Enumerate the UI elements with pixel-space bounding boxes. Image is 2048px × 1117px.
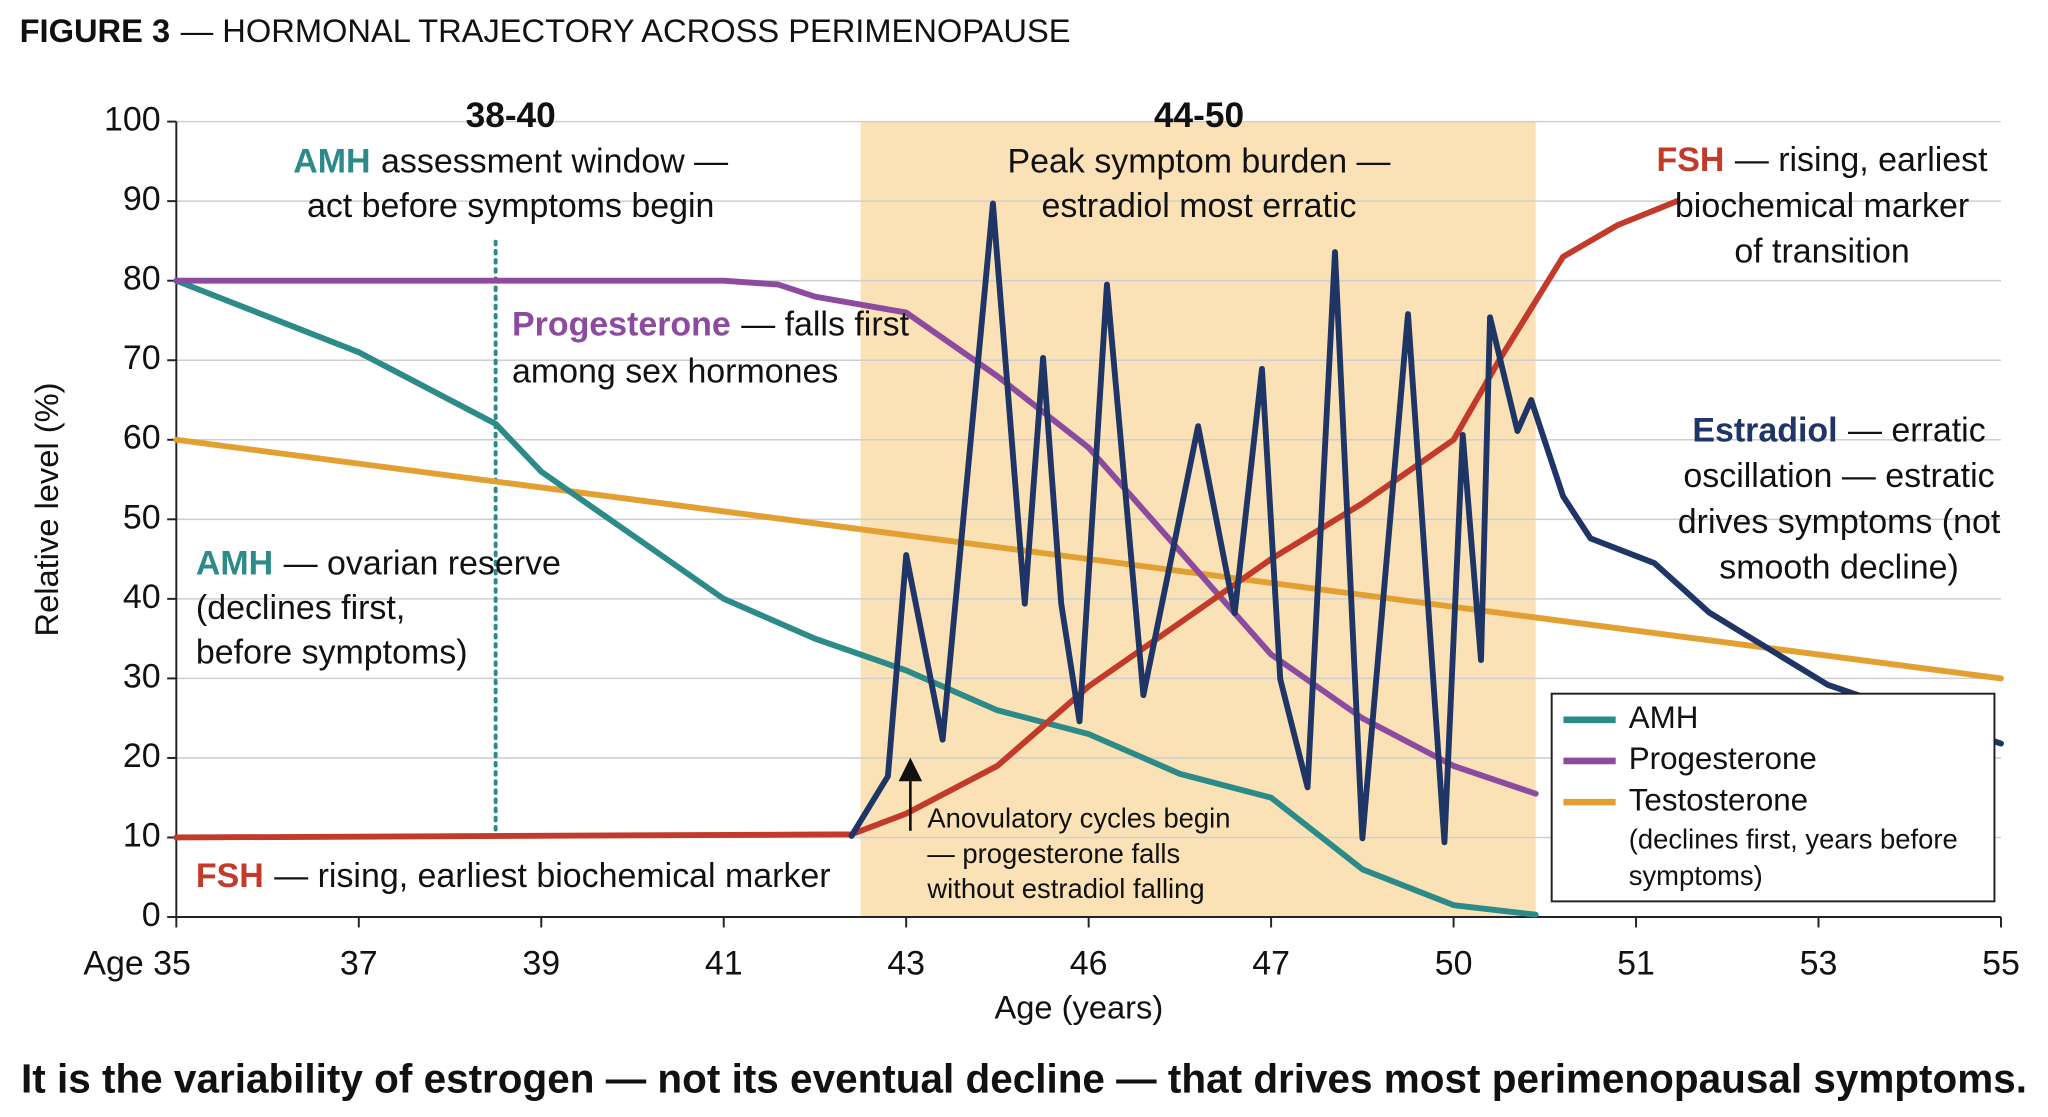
- annotation-text: — rising, earliest: [1735, 141, 1988, 179]
- annotation-text: — erratic: [1848, 411, 1986, 449]
- legend-note: (declines first, years before: [1629, 824, 1958, 855]
- chart-title: FIGURE 3 — HORMONAL TRAJECTORY ACROSS PER…: [20, 11, 1071, 48]
- annotation-line: without estradiol falling: [926, 873, 1204, 904]
- y-tick-label: 50: [123, 498, 161, 536]
- legend-box: [1550, 692, 1996, 903]
- annotation-line: biochemical marker: [1675, 187, 1969, 225]
- y-tick-label: 20: [123, 737, 161, 775]
- figure-label: FIGURE 3: [20, 11, 171, 48]
- annotation-line: estradiol most erratic: [1042, 187, 1357, 225]
- x-tick-label: 37: [340, 944, 378, 982]
- annotation-line: drives symptoms (not: [1678, 503, 2001, 541]
- title-text: — HORMONAL TRAJECTORY ACROSS PERIMENOPAU…: [181, 11, 1071, 48]
- annotation-line: FSH — rising, earliest biochemical marker: [196, 857, 831, 895]
- annotation-heading: 38-40: [466, 96, 556, 135]
- y-tick-label: 40: [123, 578, 161, 616]
- annotation-line: smooth decline): [1719, 549, 1959, 587]
- series-line: [848, 200, 2004, 846]
- x-tick-label: 43: [887, 944, 925, 982]
- y-tick-label: 10: [123, 816, 161, 854]
- series-line: [173, 277, 1539, 918]
- legend-note: symptoms): [1629, 860, 1763, 891]
- annotation-text: — rising, earliest biochemical marker: [274, 857, 830, 895]
- annotation-arrowhead: [898, 757, 923, 782]
- legend-label: Progesterone: [1629, 741, 1817, 776]
- legend-label: AMH: [1629, 700, 1699, 735]
- y-tick-label: 0: [142, 896, 161, 934]
- caption: It is the variability of estrogen — not …: [21, 1055, 2027, 1101]
- annotation-lead: Progesterone: [512, 306, 731, 344]
- y-tick-label: 30: [123, 657, 161, 695]
- annotation-line: Progesterone — falls first: [512, 306, 910, 344]
- annotation-line: AMH assessment window —: [293, 142, 728, 180]
- x-tick-label: 39: [522, 944, 560, 982]
- annotation-lead: AMH: [293, 142, 370, 180]
- y-tick-label: 90: [123, 180, 161, 218]
- annotation-line: among sex hormones: [512, 353, 838, 391]
- x-tick-label: 47: [1252, 944, 1290, 982]
- y-axis-label: Relative level (%): [28, 383, 65, 637]
- annotation-text: — ovarian reserve: [284, 545, 561, 583]
- legend-label: Testosterone: [1629, 782, 1808, 817]
- y-tick-label: 70: [123, 339, 161, 377]
- annotation-line: (declines first,: [196, 589, 405, 627]
- annotation-text: assessment window —: [381, 142, 728, 180]
- x-tick-label: Age 35: [83, 944, 191, 982]
- annotation-line: act before symptoms begin: [307, 187, 714, 225]
- annotation-line: FSH — rising, earliest: [1657, 141, 1989, 179]
- annotation-line: Peak symptom burden —: [1008, 142, 1391, 180]
- y-tick-label: 100: [104, 101, 161, 139]
- annotation-heading: 44-50: [1154, 96, 1244, 135]
- x-tick-label: 55: [1982, 944, 2020, 982]
- annotation-line: before symptoms): [196, 633, 468, 671]
- y-tick-label: 80: [123, 260, 161, 298]
- x-tick-label: 41: [705, 944, 743, 982]
- x-axis-label: Age (years): [995, 988, 1164, 1025]
- annotation-lead: FSH: [1657, 141, 1725, 179]
- annotation-line: — progesterone falls: [927, 838, 1180, 869]
- x-tick-label: 53: [1800, 944, 1838, 982]
- annotation-lead: Estradiol: [1692, 411, 1837, 449]
- annotation-line: AMH — ovarian reserve: [196, 545, 561, 583]
- annotation-line: of transition: [1734, 232, 1909, 270]
- annotation-line: Estradiol — erratic: [1692, 411, 1985, 449]
- x-tick-label: 51: [1617, 944, 1655, 982]
- x-tick-label: 50: [1435, 944, 1473, 982]
- annotation-lead: AMH: [196, 545, 273, 583]
- y-tick-label: 60: [123, 419, 161, 457]
- annotation-text: — falls first: [741, 306, 909, 344]
- x-tick-label: 46: [1070, 944, 1108, 982]
- series-line: [173, 277, 1539, 797]
- annotation-line: Anovulatory cycles begin: [927, 803, 1230, 834]
- annotation-line: oscillation — estratic: [1683, 457, 1994, 495]
- annotation-lead: FSH: [196, 857, 264, 895]
